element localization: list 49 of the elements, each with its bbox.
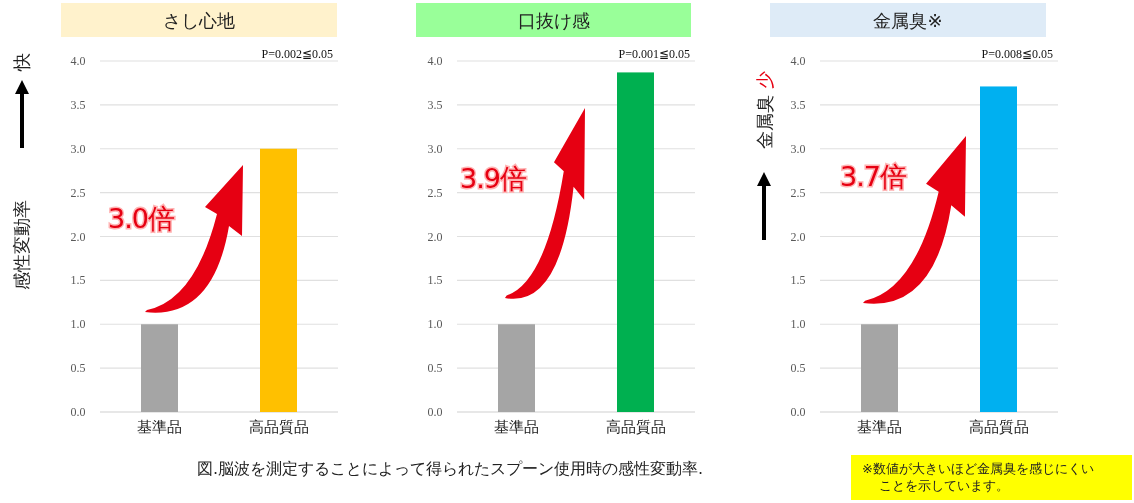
annotation: 3.7倍 bbox=[840, 161, 907, 192]
text: 快 bbox=[11, 53, 33, 72]
y-tick-label: 2.0 bbox=[790, 229, 806, 244]
y-tick-label: 0.5 bbox=[427, 361, 443, 376]
text: P=0.008≦0.05 bbox=[981, 47, 1053, 61]
text: P=0.002≦0.05 bbox=[261, 47, 333, 61]
y-tick-label: 3.0 bbox=[70, 141, 86, 156]
y-tick-label: 0.0 bbox=[70, 405, 86, 419]
y-tick-label: 2.5 bbox=[427, 185, 443, 200]
y-tick-label: 2.0 bbox=[70, 229, 86, 244]
text: ※数値が大きいほど金属臭を感じにくい bbox=[862, 461, 1094, 476]
chart-title: さし心地 bbox=[163, 10, 235, 31]
annotation: 3.0倍 bbox=[108, 203, 175, 234]
y-axis-title: 金属臭 bbox=[754, 95, 776, 149]
text: P=0.001≦0.05 bbox=[618, 47, 690, 61]
y-axis-title: 感性変動率 bbox=[11, 200, 33, 290]
y-tick-label: 1.0 bbox=[427, 317, 443, 332]
y-tick-label: 1.0 bbox=[70, 317, 86, 332]
y-tick-label: 2.5 bbox=[790, 185, 806, 200]
y-tick-label: 0.0 bbox=[790, 405, 806, 419]
y-tick-label: 4.0 bbox=[70, 54, 86, 68]
y-tick-label: 3.0 bbox=[790, 141, 806, 156]
x-tick-label: 高品質品 bbox=[968, 418, 1029, 436]
y-tick-label: 4.0 bbox=[790, 54, 806, 68]
text: 図.脳波を測定することによって得られたスプーン使用時の感性変動率. bbox=[196, 459, 704, 478]
x-tick-label: 基準品 bbox=[137, 418, 182, 436]
annotation: 3.9倍 bbox=[460, 163, 527, 194]
y-tick-label: 1.0 bbox=[790, 317, 806, 332]
y-tick-label: 2.0 bbox=[427, 229, 443, 244]
x-tick-label: 基準品 bbox=[857, 418, 902, 436]
y-tick-label: 0.5 bbox=[790, 361, 806, 376]
y-tick-label: 3.0 bbox=[427, 141, 443, 156]
y-tick-label: 3.5 bbox=[790, 97, 806, 112]
y-tick-label: 2.5 bbox=[70, 185, 86, 200]
y-tick-label: 1.5 bbox=[70, 273, 86, 288]
chart-title: 口抜け感 bbox=[517, 10, 590, 31]
chart-title: 金属臭※ bbox=[873, 10, 943, 31]
y-tick-label: 3.5 bbox=[70, 97, 86, 112]
x-tick-label: 基準品 bbox=[494, 418, 539, 436]
y-tick-label: 4.0 bbox=[427, 54, 443, 68]
y-tick-label: 1.5 bbox=[427, 273, 443, 288]
text: 少 bbox=[754, 71, 776, 89]
y-tick-label: 1.5 bbox=[790, 273, 806, 288]
x-tick-label: 高品質品 bbox=[605, 418, 666, 436]
y-tick-label: 0.5 bbox=[70, 361, 86, 376]
y-tick-label: 3.5 bbox=[427, 97, 443, 112]
y-tick-label: 0.0 bbox=[427, 405, 443, 419]
x-tick-label: 高品質品 bbox=[248, 418, 309, 436]
text: ことを示しています。 bbox=[879, 478, 1009, 493]
